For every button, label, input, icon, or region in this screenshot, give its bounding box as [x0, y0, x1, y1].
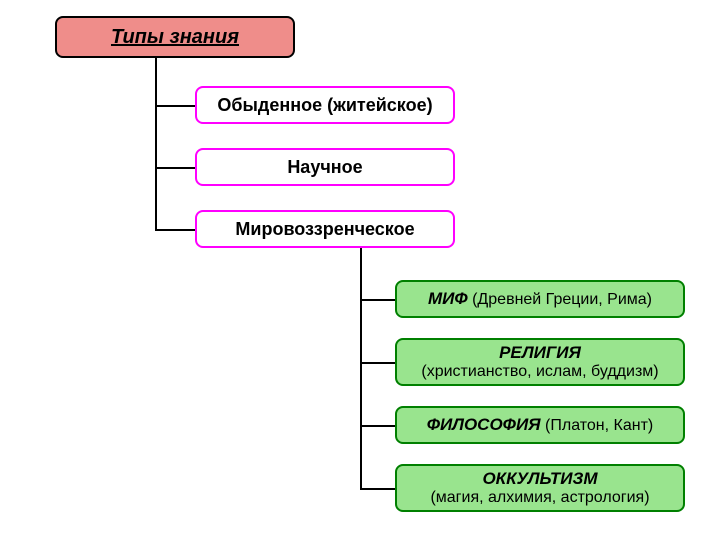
type-label: Мировоззренческое: [235, 219, 414, 240]
connector-line: [360, 425, 395, 427]
subtype-sub: (магия, алхимия, астрология): [430, 489, 649, 507]
connector-line: [155, 229, 195, 231]
subtype-line: МИФ (Древней Греции, Рима): [428, 289, 652, 309]
subtype-sub: (христианство, ислам, буддизм): [421, 363, 658, 381]
subtype-bold: ФИЛОСОФИЯ: [427, 415, 541, 434]
connector-line: [360, 488, 395, 490]
subtype-line: ФИЛОСОФИЯ (Платон, Кант): [427, 415, 653, 435]
type-label: Научное: [287, 157, 362, 178]
subtype-bold: МИФ: [428, 289, 468, 308]
type-node-scientific: Научное: [195, 148, 455, 186]
subtype-node-occultism: ОККУЛЬТИЗМ (магия, алхимия, астрология): [395, 464, 685, 512]
root-node: Типы знания: [55, 16, 295, 58]
subtype-bold: ОККУЛЬТИЗМ: [482, 469, 597, 489]
connector-line: [155, 167, 195, 169]
type-node-everyday: Обыденное (житейское): [195, 86, 455, 124]
connector-line: [155, 105, 195, 107]
connector-line: [155, 58, 157, 229]
subtype-node-myth: МИФ (Древней Греции, Рима): [395, 280, 685, 318]
connector-line: [360, 248, 362, 488]
subtype-bold: РЕЛИГИЯ: [499, 343, 581, 363]
subtype-node-philosophy: ФИЛОСОФИЯ (Платон, Кант): [395, 406, 685, 444]
subtype-rest: (Платон, Кант): [541, 417, 654, 434]
subtype-node-religion: РЕЛИГИЯ (христианство, ислам, буддизм): [395, 338, 685, 386]
type-label: Обыденное (житейское): [217, 95, 432, 116]
connector-line: [360, 299, 395, 301]
connector-line: [360, 362, 395, 364]
subtype-rest: (Древней Греции, Рима): [468, 291, 652, 308]
root-label: Типы знания: [111, 26, 239, 49]
type-node-worldview: Мировоззренческое: [195, 210, 455, 248]
